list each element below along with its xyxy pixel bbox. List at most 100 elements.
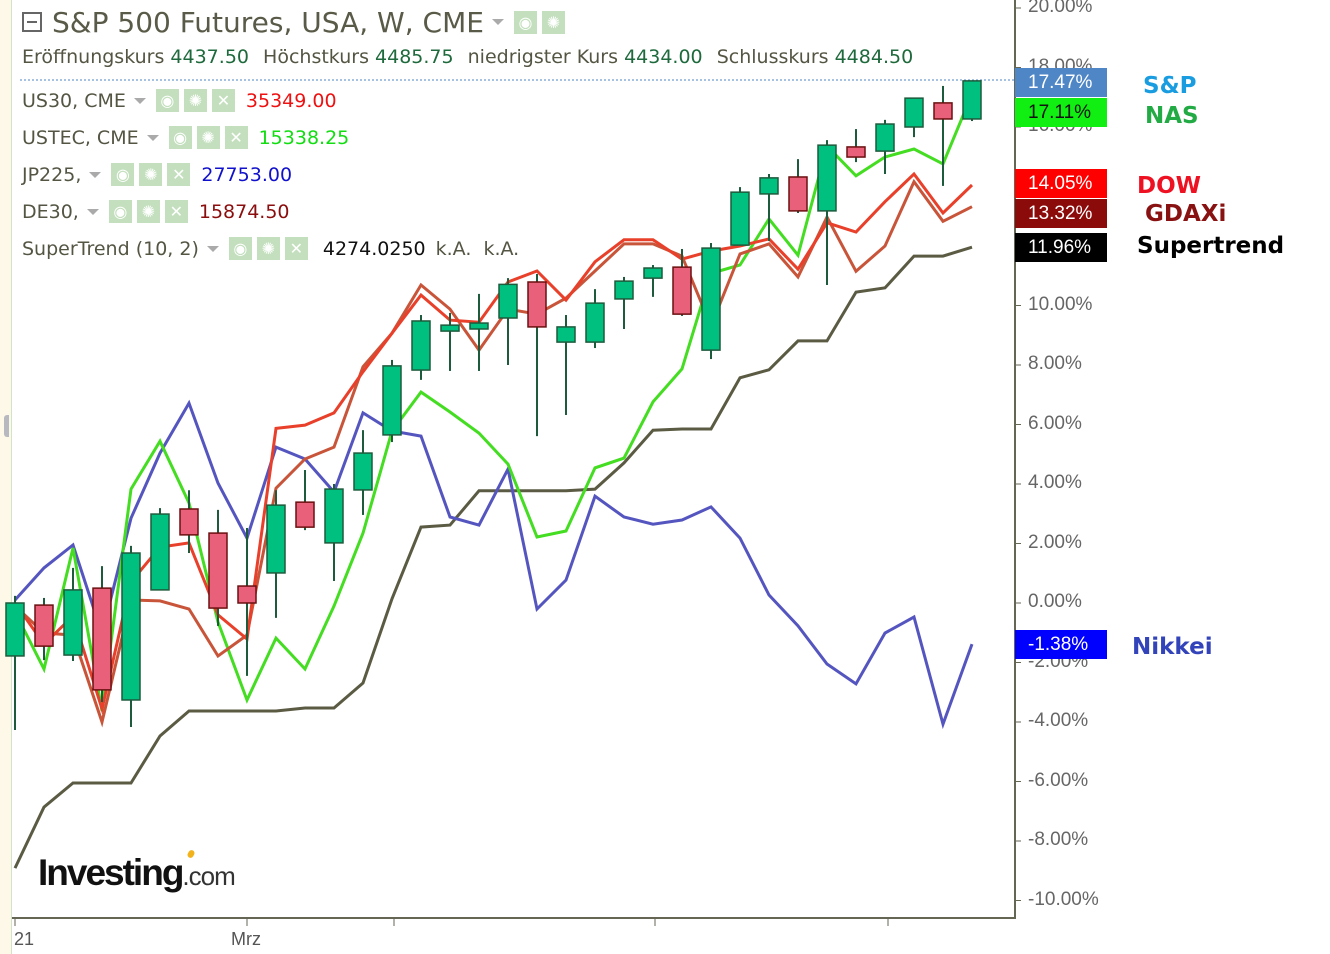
indicator-value: 4274.0250 — [322, 237, 426, 260]
candle — [962, 80, 982, 120]
series-label: S&P — [1143, 73, 1197, 99]
indicator-value: 27753.00 — [201, 163, 293, 186]
chevron-down-icon[interactable] — [133, 97, 146, 104]
candle — [788, 176, 808, 212]
indicator-value: 35349.00 — [245, 89, 337, 112]
chevron-down-icon[interactable] — [89, 171, 102, 178]
close-icon[interactable]: ✕ — [224, 126, 248, 149]
gear-icon[interactable]: ✺ — [256, 237, 280, 260]
y-tick-label: 0.00% — [1028, 591, 1082, 612]
indicator-value: 15874.50 — [198, 200, 290, 223]
price-tag: 17.47% — [1015, 68, 1107, 97]
y-tick-label: -8.00% — [1028, 829, 1089, 850]
y-tick-label: 10.00% — [1028, 293, 1093, 315]
candle — [556, 326, 576, 343]
candle — [237, 585, 257, 604]
chart-axes — [12, 0, 1021, 926]
panel-resize-handle[interactable] — [4, 415, 9, 437]
price-tag: 13.32% — [1015, 199, 1107, 228]
close-icon[interactable]: ✕ — [211, 89, 235, 112]
candle — [933, 102, 953, 120]
indicator-us30: US30, CME ◉ ✺ ✕ 35349.00 — [22, 82, 519, 119]
indicator-name: SuperTrend (10, 2) — [22, 237, 199, 260]
close-icon[interactable]: ✕ — [284, 237, 308, 260]
line-supertrend — [13, 245, 973, 869]
collapse-icon[interactable] — [22, 12, 42, 32]
candle — [817, 144, 837, 212]
close-icon[interactable]: ✕ — [167, 163, 191, 186]
candle — [672, 266, 692, 315]
eye-icon[interactable]: ◉ — [155, 89, 179, 112]
indicator-name: US30, CME — [22, 89, 126, 112]
candle — [63, 589, 83, 656]
eye-icon[interactable]: ◉ — [513, 10, 537, 34]
close-icon[interactable]: ✕ — [164, 200, 188, 223]
high-value: 4485.75 — [375, 46, 454, 68]
low-value: 4434.00 — [624, 46, 703, 68]
line-nikkei — [13, 399, 974, 730]
chevron-down-icon[interactable] — [86, 208, 99, 215]
gear-icon[interactable]: ✺ — [136, 200, 160, 223]
gear-icon[interactable]: ✺ — [139, 163, 163, 186]
candlestick-series — [5, 80, 982, 731]
open-value: 4437.50 — [170, 46, 249, 68]
candle — [904, 97, 924, 128]
price-tag: 14.05% — [1015, 169, 1107, 198]
left-panel-strip — [0, 0, 12, 954]
price-tag: 17.11% — [1015, 98, 1107, 127]
close-value: 4484.50 — [834, 46, 914, 68]
candle — [585, 302, 605, 343]
price-tag: 11.96% — [1015, 233, 1107, 262]
y-tick-label: 6.00% — [1028, 412, 1082, 434]
indicator-ustec: USTEC, CME ◉ ✺ ✕ 15338.25 — [22, 119, 519, 156]
gear-icon[interactable]: ✺ — [183, 89, 207, 112]
candle — [295, 501, 315, 528]
candle — [179, 508, 199, 536]
candle — [353, 452, 373, 491]
indicator-jp225: JP225, ◉ ✺ ✕ 27753.00 — [22, 156, 519, 193]
candle — [266, 504, 286, 574]
series-label: Nikkei — [1132, 634, 1213, 660]
series-label: Supertrend — [1137, 233, 1285, 259]
candle — [846, 146, 866, 158]
candle — [382, 365, 402, 436]
line-nas — [13, 93, 974, 712]
indicator-name: DE30, — [22, 200, 79, 223]
candle — [875, 123, 895, 152]
y-tick-label: 4.00% — [1028, 472, 1082, 493]
gear-icon[interactable]: ✺ — [541, 10, 565, 34]
candle — [411, 320, 431, 371]
price-tag: -1.38% — [1015, 630, 1107, 659]
y-tick-label: -4.00% — [1028, 710, 1089, 731]
indicator-name: JP225, — [22, 163, 82, 186]
candle — [643, 267, 663, 279]
chart-title-row: S&P 500 Futures, USA, W, CME ◉ ✺ — [22, 4, 570, 40]
candle — [150, 513, 170, 591]
y-tick-label: 2.00% — [1028, 531, 1082, 553]
eye-icon[interactable]: ◉ — [111, 163, 135, 186]
gear-icon[interactable]: ✺ — [196, 126, 220, 149]
candle — [527, 281, 547, 328]
candle — [759, 177, 779, 195]
eye-icon[interactable]: ◉ — [108, 200, 132, 223]
chevron-down-icon[interactable] — [491, 19, 504, 25]
candle — [498, 283, 518, 319]
candle — [440, 324, 460, 332]
logo-main: Investing — [38, 852, 184, 893]
x-tick-label: 21 — [14, 929, 35, 949]
y-tick-label: -6.00% — [1028, 769, 1089, 791]
high-label: Höchstkurs — [263, 46, 369, 68]
chevron-down-icon[interactable] — [206, 245, 219, 252]
ohlc-row: Eröffnungskurs 4437.50 Höchstkurs 4485.7… — [22, 46, 921, 68]
series-label: GDAXi — [1145, 201, 1227, 227]
chevron-down-icon[interactable] — [146, 134, 159, 141]
candle — [121, 552, 141, 701]
eye-icon[interactable]: ◉ — [228, 237, 252, 260]
eye-icon[interactable]: ◉ — [168, 126, 192, 149]
line-dow — [13, 171, 974, 715]
close-label: Schlusskurs — [716, 46, 829, 68]
candle — [5, 602, 25, 657]
chart-title: S&P 500 Futures, USA, W, CME — [52, 5, 484, 39]
indicator-de30: DE30, ◉ ✺ ✕ 15874.50 — [22, 193, 519, 230]
